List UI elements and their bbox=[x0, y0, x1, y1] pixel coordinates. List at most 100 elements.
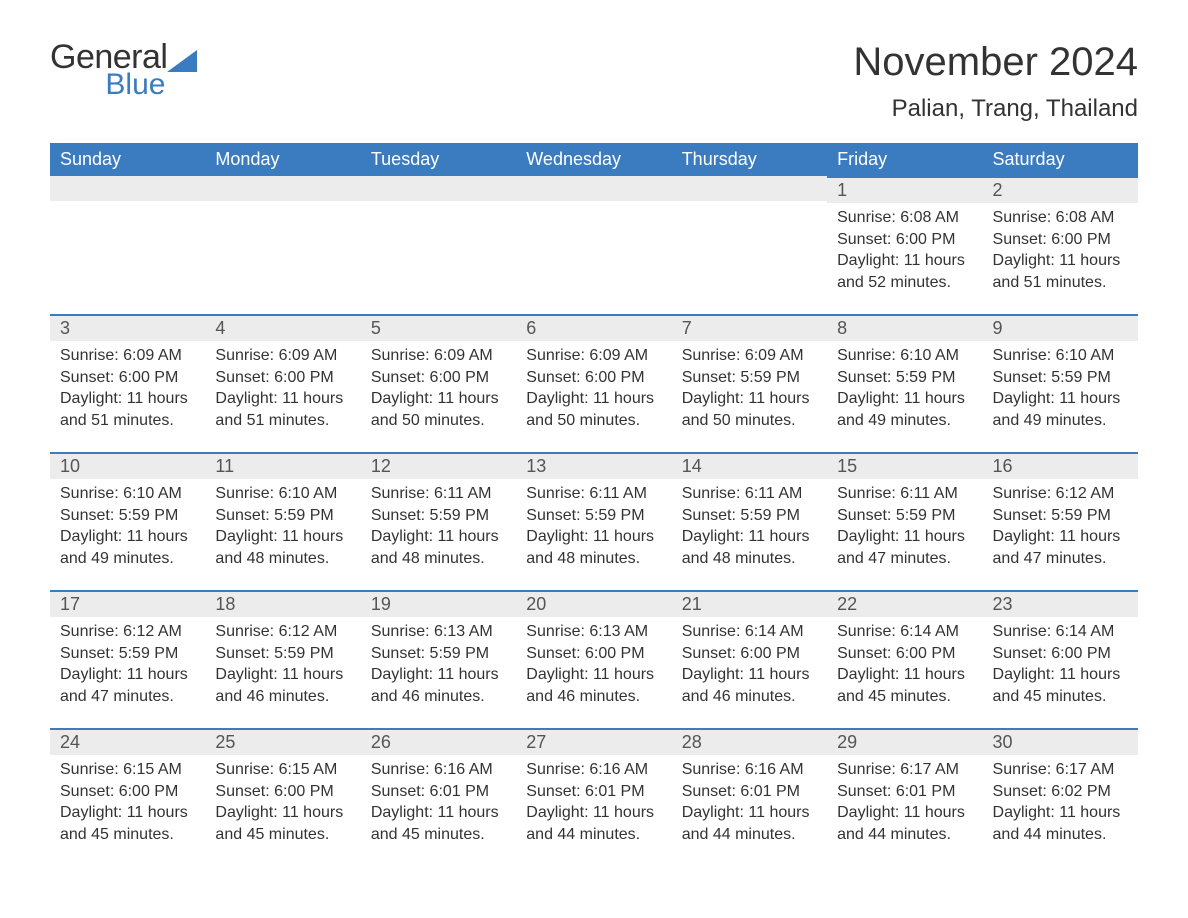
daylight-line: Daylight: 11 hours and 50 minutes. bbox=[371, 388, 506, 431]
day-number: 5 bbox=[361, 314, 516, 341]
calendar-week-row: 17Sunrise: 6:12 AMSunset: 5:59 PMDayligh… bbox=[50, 590, 1138, 728]
calendar-day-cell: 19Sunrise: 6:13 AMSunset: 5:59 PMDayligh… bbox=[361, 590, 516, 728]
sunrise-line: Sunrise: 6:09 AM bbox=[682, 345, 817, 367]
calendar-day-cell: 26Sunrise: 6:16 AMSunset: 6:01 PMDayligh… bbox=[361, 728, 516, 866]
day-details: Sunrise: 6:12 AMSunset: 5:59 PMDaylight:… bbox=[205, 617, 360, 715]
day-number: 30 bbox=[983, 728, 1138, 755]
day-number: 17 bbox=[50, 590, 205, 617]
calendar-day-cell: 8Sunrise: 6:10 AMSunset: 5:59 PMDaylight… bbox=[827, 314, 982, 452]
sunrise-line: Sunrise: 6:12 AM bbox=[60, 621, 195, 643]
calendar-day-cell: 29Sunrise: 6:17 AMSunset: 6:01 PMDayligh… bbox=[827, 728, 982, 866]
day-number: 9 bbox=[983, 314, 1138, 341]
daylight-line: Daylight: 11 hours and 45 minutes. bbox=[215, 802, 350, 845]
day-details: Sunrise: 6:10 AMSunset: 5:59 PMDaylight:… bbox=[983, 341, 1138, 439]
sunrise-line: Sunrise: 6:10 AM bbox=[993, 345, 1128, 367]
day-number: 26 bbox=[361, 728, 516, 755]
day-details: Sunrise: 6:11 AMSunset: 5:59 PMDaylight:… bbox=[361, 479, 516, 577]
weekday-header-row: SundayMondayTuesdayWednesdayThursdayFrid… bbox=[50, 143, 1138, 176]
sunset-line: Sunset: 5:59 PM bbox=[60, 505, 195, 527]
daylight-line: Daylight: 11 hours and 47 minutes. bbox=[60, 664, 195, 707]
calendar-day-cell: 22Sunrise: 6:14 AMSunset: 6:00 PMDayligh… bbox=[827, 590, 982, 728]
daylight-line: Daylight: 11 hours and 52 minutes. bbox=[837, 250, 972, 293]
daylight-line: Daylight: 11 hours and 48 minutes. bbox=[526, 526, 661, 569]
day-number: 19 bbox=[361, 590, 516, 617]
day-number: 22 bbox=[827, 590, 982, 617]
daylight-line: Daylight: 11 hours and 49 minutes. bbox=[837, 388, 972, 431]
calendar-day-cell: 18Sunrise: 6:12 AMSunset: 5:59 PMDayligh… bbox=[205, 590, 360, 728]
day-details: Sunrise: 6:09 AMSunset: 6:00 PMDaylight:… bbox=[205, 341, 360, 439]
calendar-day-cell: 9Sunrise: 6:10 AMSunset: 5:59 PMDaylight… bbox=[983, 314, 1138, 452]
sunset-line: Sunset: 6:00 PM bbox=[526, 367, 661, 389]
day-details: Sunrise: 6:13 AMSunset: 6:00 PMDaylight:… bbox=[516, 617, 671, 715]
daylight-line: Daylight: 11 hours and 47 minutes. bbox=[993, 526, 1128, 569]
sunrise-line: Sunrise: 6:09 AM bbox=[526, 345, 661, 367]
calendar-day-cell: 1Sunrise: 6:08 AMSunset: 6:00 PMDaylight… bbox=[827, 176, 982, 314]
sunset-line: Sunset: 5:59 PM bbox=[371, 643, 506, 665]
calendar-day-cell: 2Sunrise: 6:08 AMSunset: 6:00 PMDaylight… bbox=[983, 176, 1138, 314]
calendar-week-row: 24Sunrise: 6:15 AMSunset: 6:00 PMDayligh… bbox=[50, 728, 1138, 866]
day-number: 15 bbox=[827, 452, 982, 479]
sunset-line: Sunset: 6:00 PM bbox=[60, 781, 195, 803]
brand-logo-text: General Blue bbox=[50, 40, 167, 100]
sunset-line: Sunset: 5:59 PM bbox=[682, 505, 817, 527]
day-number: 21 bbox=[672, 590, 827, 617]
empty-day-bar bbox=[672, 176, 827, 201]
day-number: 24 bbox=[50, 728, 205, 755]
daylight-line: Daylight: 11 hours and 48 minutes. bbox=[215, 526, 350, 569]
day-details: Sunrise: 6:09 AMSunset: 6:00 PMDaylight:… bbox=[50, 341, 205, 439]
daylight-line: Daylight: 11 hours and 46 minutes. bbox=[682, 664, 817, 707]
day-details: Sunrise: 6:13 AMSunset: 5:59 PMDaylight:… bbox=[361, 617, 516, 715]
day-number: 4 bbox=[205, 314, 360, 341]
weekday-header: Monday bbox=[205, 143, 360, 176]
sunset-line: Sunset: 5:59 PM bbox=[993, 505, 1128, 527]
calendar-day-cell: 17Sunrise: 6:12 AMSunset: 5:59 PMDayligh… bbox=[50, 590, 205, 728]
weekday-header: Saturday bbox=[983, 143, 1138, 176]
sunset-line: Sunset: 6:00 PM bbox=[682, 643, 817, 665]
sunset-line: Sunset: 6:01 PM bbox=[526, 781, 661, 803]
day-details: Sunrise: 6:12 AMSunset: 5:59 PMDaylight:… bbox=[50, 617, 205, 715]
empty-day-bar bbox=[361, 176, 516, 201]
calendar-day-cell: 12Sunrise: 6:11 AMSunset: 5:59 PMDayligh… bbox=[361, 452, 516, 590]
sunrise-line: Sunrise: 6:14 AM bbox=[993, 621, 1128, 643]
sunset-line: Sunset: 6:00 PM bbox=[215, 781, 350, 803]
day-details: Sunrise: 6:14 AMSunset: 6:00 PMDaylight:… bbox=[983, 617, 1138, 715]
sunrise-line: Sunrise: 6:16 AM bbox=[682, 759, 817, 781]
sunset-line: Sunset: 6:00 PM bbox=[993, 643, 1128, 665]
day-details: Sunrise: 6:10 AMSunset: 5:59 PMDaylight:… bbox=[827, 341, 982, 439]
page-header: General Blue November 2024 Palian, Trang… bbox=[50, 40, 1138, 123]
sunrise-line: Sunrise: 6:08 AM bbox=[837, 207, 972, 229]
title-block: November 2024 Palian, Trang, Thailand bbox=[853, 40, 1138, 123]
daylight-line: Daylight: 11 hours and 45 minutes. bbox=[371, 802, 506, 845]
calendar-day-cell: 7Sunrise: 6:09 AMSunset: 5:59 PMDaylight… bbox=[672, 314, 827, 452]
day-number: 2 bbox=[983, 176, 1138, 203]
day-details: Sunrise: 6:09 AMSunset: 6:00 PMDaylight:… bbox=[516, 341, 671, 439]
sunrise-line: Sunrise: 6:09 AM bbox=[371, 345, 506, 367]
sunrise-line: Sunrise: 6:10 AM bbox=[837, 345, 972, 367]
sunrise-line: Sunrise: 6:11 AM bbox=[371, 483, 506, 505]
sunrise-line: Sunrise: 6:17 AM bbox=[993, 759, 1128, 781]
sunset-line: Sunset: 5:59 PM bbox=[371, 505, 506, 527]
day-details: Sunrise: 6:16 AMSunset: 6:01 PMDaylight:… bbox=[672, 755, 827, 853]
daylight-line: Daylight: 11 hours and 48 minutes. bbox=[682, 526, 817, 569]
calendar-day-cell: 5Sunrise: 6:09 AMSunset: 6:00 PMDaylight… bbox=[361, 314, 516, 452]
sunset-line: Sunset: 6:01 PM bbox=[837, 781, 972, 803]
daylight-line: Daylight: 11 hours and 44 minutes. bbox=[682, 802, 817, 845]
day-details: Sunrise: 6:14 AMSunset: 6:00 PMDaylight:… bbox=[672, 617, 827, 715]
sunset-line: Sunset: 5:59 PM bbox=[215, 643, 350, 665]
calendar-day-cell: 14Sunrise: 6:11 AMSunset: 5:59 PMDayligh… bbox=[672, 452, 827, 590]
day-details: Sunrise: 6:10 AMSunset: 5:59 PMDaylight:… bbox=[50, 479, 205, 577]
calendar-day-cell bbox=[361, 176, 516, 314]
day-number: 27 bbox=[516, 728, 671, 755]
day-number: 12 bbox=[361, 452, 516, 479]
calendar-day-cell bbox=[672, 176, 827, 314]
day-number: 13 bbox=[516, 452, 671, 479]
sunrise-line: Sunrise: 6:17 AM bbox=[837, 759, 972, 781]
day-number: 11 bbox=[205, 452, 360, 479]
daylight-line: Daylight: 11 hours and 51 minutes. bbox=[215, 388, 350, 431]
daylight-line: Daylight: 11 hours and 45 minutes. bbox=[837, 664, 972, 707]
day-details: Sunrise: 6:17 AMSunset: 6:01 PMDaylight:… bbox=[827, 755, 982, 853]
calendar-day-cell bbox=[516, 176, 671, 314]
calendar-body: 1Sunrise: 6:08 AMSunset: 6:00 PMDaylight… bbox=[50, 176, 1138, 866]
day-details: Sunrise: 6:15 AMSunset: 6:00 PMDaylight:… bbox=[50, 755, 205, 853]
day-number: 8 bbox=[827, 314, 982, 341]
